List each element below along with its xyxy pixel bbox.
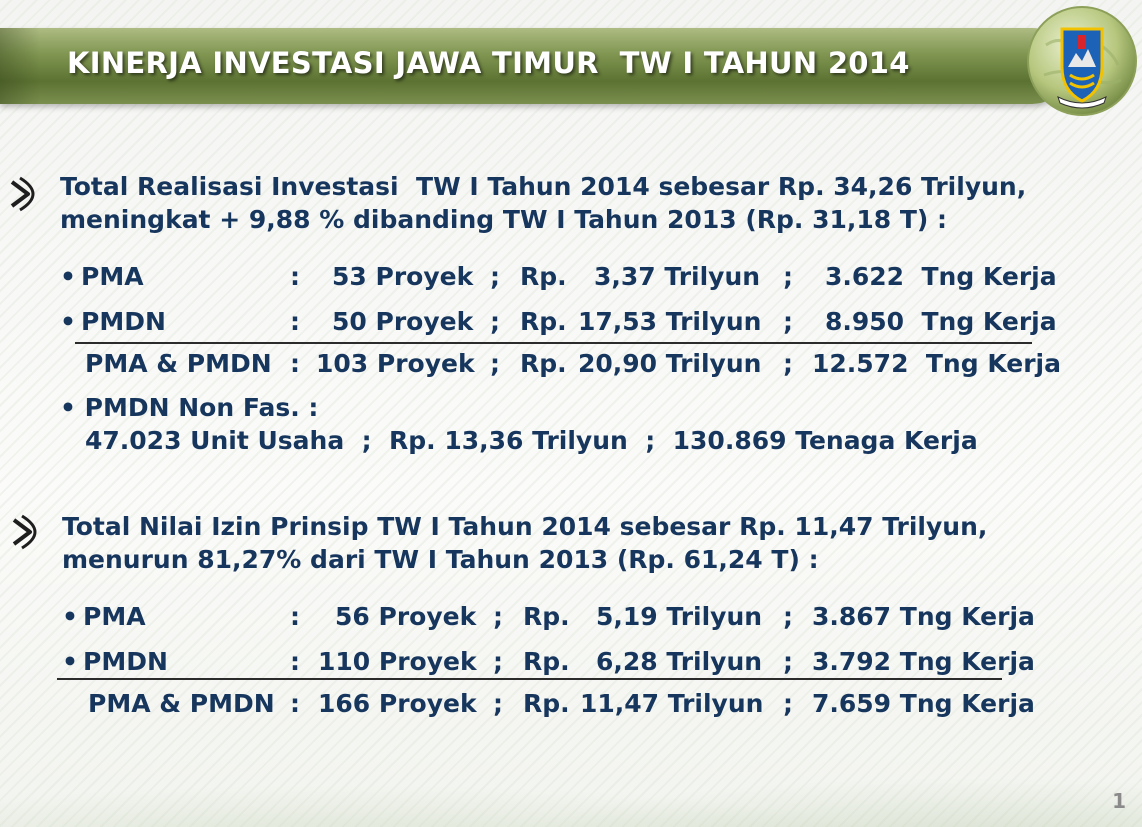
row-separator: ;: [490, 262, 500, 291]
total-colon: :: [290, 349, 300, 378]
section1-heading-line2: meningkat + 9,88 % dibanding TW I Tahun …: [60, 205, 948, 234]
row-nilai: 6,28 Trilyun: [596, 647, 763, 676]
row-label: PMDN: [83, 647, 168, 676]
row-label: PMA: [83, 602, 146, 631]
row-separator: ;: [493, 602, 503, 631]
east-java-emblem-logo: [1027, 6, 1137, 116]
row-colon: :: [290, 647, 300, 676]
row-tenaga-kerja: 8.950 Tng Kerja: [825, 307, 1057, 336]
row-nilai: 5,19 Trilyun: [596, 602, 763, 631]
row-rp: Rp.: [520, 307, 567, 336]
bullet-dot: •: [60, 262, 76, 291]
title-bar: [0, 28, 1070, 104]
row-tenaga-kerja: 3.867 Tng Kerja: [812, 602, 1035, 631]
slide-title: KINERJA INVESTASI JAWA TIMUR TW I TAHUN …: [67, 46, 910, 80]
total-underline: [75, 342, 1032, 344]
row-rp: Rp.: [520, 262, 567, 291]
section1-heading-line1: Total Realisasi Investasi TW I Tahun 201…: [60, 172, 1027, 201]
row-proyek: 53 Proyek: [332, 262, 474, 291]
total-nilai: 11,47 Trilyun: [580, 689, 764, 718]
total-separator: ;: [490, 349, 500, 378]
row-proyek: 50 Proyek: [332, 307, 474, 336]
row-separator: ;: [783, 307, 793, 336]
background-swoosh: [0, 687, 1142, 827]
section2-heading-line1: Total Nilai Izin Prinsip TW I Tahun 2014…: [62, 512, 988, 541]
row-label: PMA: [81, 262, 144, 291]
total-nilai: 20,90 Trilyun: [578, 349, 762, 378]
row-colon: :: [290, 262, 300, 291]
total-proyek: 166 Proyek: [318, 689, 477, 718]
page-number: 1: [1112, 789, 1126, 813]
row-separator: ;: [490, 307, 500, 336]
total-separator: ;: [493, 689, 503, 718]
total-separator: ;: [783, 349, 793, 378]
row-colon: :: [290, 602, 300, 631]
chevron-right-icon: [12, 514, 37, 550]
nonfas-label: • PMDN Non Fas. :: [60, 393, 319, 422]
total-rp: Rp.: [520, 349, 567, 378]
section2-heading-line2: menurun 81,27% dari TW I Tahun 2013 (Rp.…: [62, 545, 819, 574]
row-tenaga-kerja: 3.622 Tng Kerja: [825, 262, 1057, 291]
row-proyek: 56 Proyek: [335, 602, 477, 631]
total-rp: Rp.: [523, 689, 570, 718]
total-underline: [57, 678, 1002, 680]
row-rp: Rp.: [523, 647, 570, 676]
row-tenaga-kerja: 3.792 Tng Kerja: [812, 647, 1035, 676]
row-separator: ;: [493, 647, 503, 676]
total-colon: :: [290, 689, 300, 718]
chevron-right-icon: [10, 176, 35, 212]
bullet-dot: •: [62, 647, 78, 676]
bullet-dot: •: [62, 602, 78, 631]
row-rp: Rp.: [523, 602, 570, 631]
bullet-dot: •: [60, 307, 76, 336]
total-label: PMA & PMDN: [85, 349, 272, 378]
total-separator: ;: [783, 689, 793, 718]
row-proyek: 110 Proyek: [318, 647, 477, 676]
row-separator: ;: [783, 262, 793, 291]
row-separator: ;: [783, 602, 793, 631]
total-tenaga-kerja: 12.572 Tng Kerja: [812, 349, 1061, 378]
row-label: PMDN: [81, 307, 166, 336]
total-label: PMA & PMDN: [88, 689, 275, 718]
nonfas-detail: 47.023 Unit Usaha ; Rp. 13,36 Trilyun ; …: [85, 426, 978, 455]
row-nilai: 3,37 Trilyun: [594, 262, 761, 291]
row-colon: :: [290, 307, 300, 336]
row-separator: ;: [783, 647, 793, 676]
row-nilai: 17,53 Trilyun: [578, 307, 762, 336]
total-tenaga-kerja: 7.659 Tng Kerja: [812, 689, 1035, 718]
total-proyek: 103 Proyek: [316, 349, 475, 378]
